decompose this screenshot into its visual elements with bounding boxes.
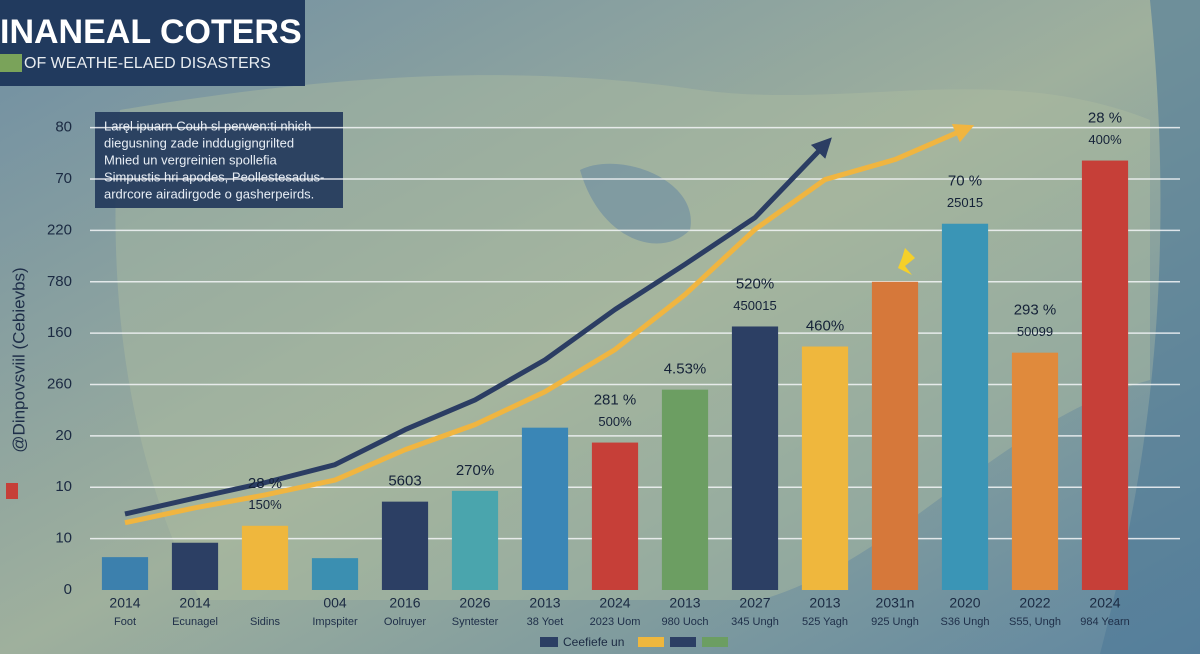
labels: 2014 Foot 2014 Ecunagel Sidins 28 % 150% 004 Imp… [109,110,1129,628]
bar [1011,352,1059,590]
bar-note: 400% [1088,132,1122,147]
bar-note: 28 % [1088,110,1122,127]
x-sublabel: 925 Ungh [871,616,919,628]
info-line: Mnied un vergreinien spollefia [104,152,277,167]
bar [241,525,289,590]
x-sublabel: 38 Yoet [527,616,564,628]
x-sublabel: Ecunagel [172,616,218,628]
info-text: Laręl ipuarn Couh sl perwen:ti nhich die… [104,118,324,201]
x-sublabel: Syntester [452,616,499,628]
spark-icon [898,248,915,275]
bar [521,427,569,590]
x-sublabel: S36 Ungh [941,616,990,628]
x-tick-label: 2022 [1019,595,1050,611]
x-sublabel: 2023 Uom [590,616,641,628]
bar-note: 50099 [1017,324,1053,339]
x-tick-label: 2013 [529,595,560,611]
bars [101,160,1129,590]
x-tick-label: 2020 [949,595,980,611]
x-tick-label: 2013 [669,595,700,611]
subtitle-accent [0,54,22,72]
legend-swatch [540,637,558,647]
x-tick-label: 2014 [109,595,140,611]
y-axis-marker [6,483,18,499]
x-sublabel: Impspiter [312,616,358,628]
x-tick-label: 2031n [876,595,915,611]
bar [101,557,149,590]
bar-note: 270% [456,462,494,479]
bar-note: 293 % [1014,302,1057,319]
x-sublabel: Foot [114,616,136,628]
bar-note: 150% [248,497,282,512]
x-tick-label: 2027 [739,595,770,611]
x-sublabel: 984 Yearn [1080,616,1130,628]
y-tick-label: 160 [47,324,72,341]
x-tick-label: 2024 [1089,595,1120,611]
x-sublabel: S55, Ungh [1009,616,1061,628]
trend-line [124,124,975,526]
bar [1081,160,1129,590]
chart-title: INANEAL COTERS [0,13,302,51]
bar-note: 70 % [948,173,982,190]
trend-line [124,137,832,517]
bar-note: 500% [598,414,632,429]
y-tick-label: 260 [47,375,72,392]
bar [801,346,849,590]
x-tick-label: 004 [323,595,347,611]
bar-note: 450015 [733,298,776,313]
info-line: Laręl ipuarn Couh sl perwen:ti nhich [104,118,311,133]
bar [591,442,639,590]
x-tick-label: 2014 [179,595,210,611]
info-line: diegusning zade inddugigngrilted [104,135,294,150]
x-sublabel: Sidins [250,616,280,628]
bar [311,558,359,590]
bar [871,281,919,590]
info-line: Simpustis hri apodes, Peollestesadus- [104,169,324,184]
bar-note: 460% [806,317,844,334]
legend-swatch [670,637,696,647]
x-sublabel: Oolruyer [384,616,427,628]
bar-note: 28 % [248,475,282,492]
bar [451,490,499,590]
bar [731,326,779,590]
legend-swatch [702,637,728,647]
legend-swatch [638,637,664,647]
y-tick-label: 0 [64,581,72,598]
y-tick-label: 70 [55,170,72,187]
bar-note: 281 % [594,392,637,409]
bar [661,389,709,590]
y-tick-label: 10 [55,530,72,547]
title-box [0,0,305,86]
bar-note: 25015 [947,195,983,210]
x-sublabel: 980 Uoch [661,616,708,628]
x-tick-label: 2024 [599,595,630,611]
bar-note: 5603 [388,473,421,490]
bar [171,542,219,590]
x-sublabel: 525 Yagh [802,616,848,628]
info-line: ardrcore airadirgode o gasherpeirds. [104,186,314,201]
bar-note: 520% [736,275,774,292]
map-lake [580,163,691,244]
legend: Ceefiefe un [540,635,728,649]
bar-note: 4.53% [664,361,707,378]
chart-subtitle: OF WEATHE-ELAED DISASTERS [24,55,271,72]
y-tick-label: 780 [47,273,72,290]
y-tick-label: 20 [55,427,72,444]
legend-label: Ceefiefe un [563,635,624,649]
x-tick-label: 2026 [459,595,490,611]
y-tick-label: 10 [55,478,72,495]
y-tick-label: 80 [55,119,72,136]
y-tick-label: 220 [47,221,72,238]
bar [941,223,989,590]
x-sublabel: 345 Ungh [731,616,779,628]
x-tick-label: 2013 [809,595,840,611]
x-tick-label: 2016 [389,595,420,611]
map-sea [1100,0,1200,654]
bar [381,501,429,590]
trend-lines [124,124,975,526]
y-axis-label: @Dinpovsviil (Cebievbs) [9,267,28,452]
